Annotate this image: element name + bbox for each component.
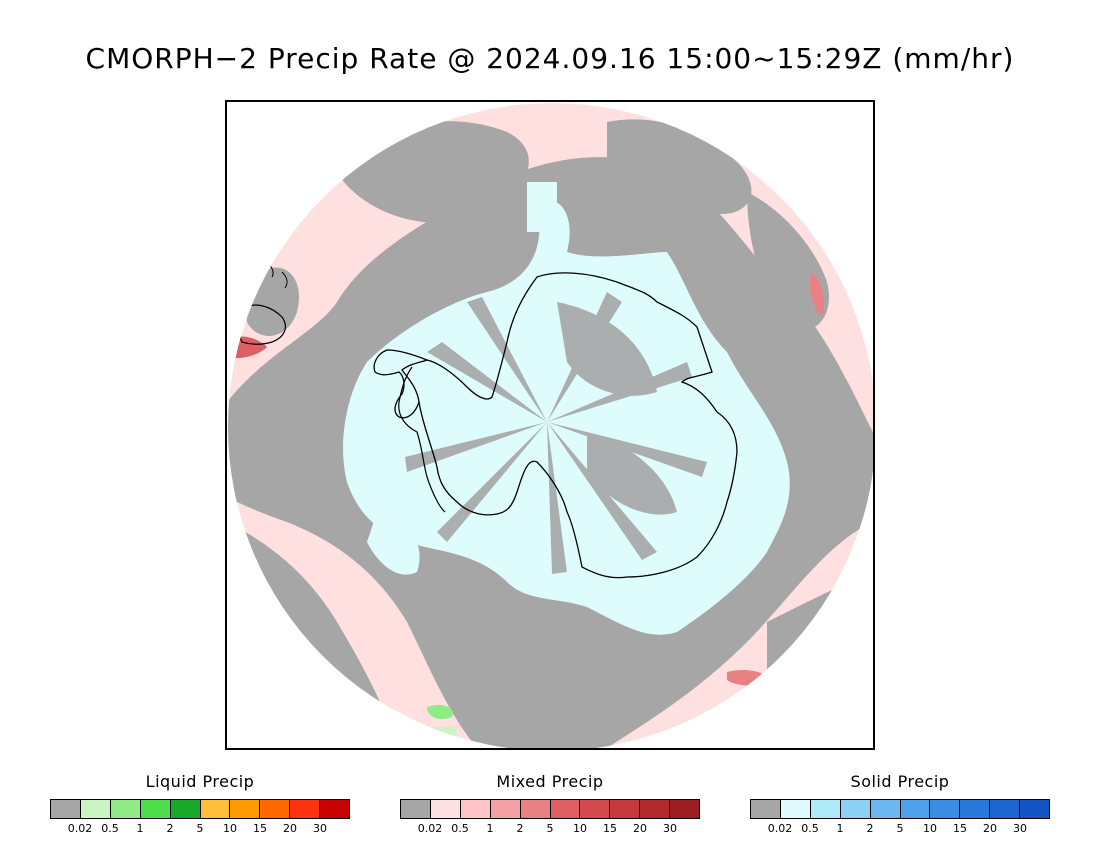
legend-tick-label: 2 xyxy=(166,822,174,835)
legend-ticks: 0.02 0.5 1 2 5 10 15 20 30 xyxy=(400,822,700,836)
legend-swatch xyxy=(320,800,350,818)
legend-swatch xyxy=(670,800,700,818)
legend-swatch xyxy=(80,800,111,818)
legend-swatch xyxy=(290,800,321,818)
map-title: CMORPH−2 Precip Rate @ 2024.09.16 15:00~… xyxy=(85,42,1015,75)
legend-tick-label: 10 xyxy=(923,822,937,835)
legend-swatch xyxy=(170,800,201,818)
legend-swatch xyxy=(490,800,521,818)
legend-swatch xyxy=(780,800,811,818)
legend-color-bar xyxy=(50,799,350,819)
legend-title: Solid Precip xyxy=(850,772,950,791)
legend-tick-label: 15 xyxy=(953,822,967,835)
legend-tick-label: 30 xyxy=(1013,822,1027,835)
legend-swatch xyxy=(550,800,581,818)
legend-color-bar xyxy=(400,799,700,819)
legend-tick-label: 10 xyxy=(573,822,587,835)
legend-swatch xyxy=(810,800,841,818)
legend-swatch xyxy=(1020,800,1050,818)
legend-swatch xyxy=(960,800,991,818)
legend-tick-label: 2 xyxy=(866,822,874,835)
legend-swatch xyxy=(610,800,641,818)
legend-tick-label: 30 xyxy=(313,822,327,835)
legend-tick-label: 5 xyxy=(196,822,204,835)
peninsula-tip-coastline xyxy=(398,366,446,513)
legend-swatch xyxy=(110,800,141,818)
legend-swatch xyxy=(580,800,611,818)
legend-swatch xyxy=(870,800,901,818)
legend-color-bar xyxy=(750,799,1050,819)
legend-tick-label: 5 xyxy=(546,822,554,835)
legend-tick-label: 2 xyxy=(516,822,524,835)
legend-title: Liquid Precip xyxy=(145,772,255,791)
legend-tick-label: 1 xyxy=(486,822,494,835)
legend-solid-precip: Solid Precip 0.02 0.5 1 2 5 10 15 20 30 xyxy=(750,772,1050,836)
legend-swatch xyxy=(640,800,671,818)
legend-swatch xyxy=(260,800,291,818)
legend-tick-label: 5 xyxy=(896,822,904,835)
legend-swatch xyxy=(140,800,171,818)
legend-tick-label: 20 xyxy=(983,822,997,835)
legend-swatch xyxy=(840,800,871,818)
legend-title: Mixed Precip xyxy=(496,772,604,791)
legend-swatch xyxy=(430,800,461,818)
legend-swatch xyxy=(900,800,931,818)
legend-swatch xyxy=(751,800,781,818)
legend-swatch xyxy=(230,800,261,818)
legend-ticks: 0.02 0.5 1 2 5 10 15 20 30 xyxy=(50,822,350,836)
legend-tick-label: 20 xyxy=(283,822,297,835)
legend-tick-label: 0.5 xyxy=(801,822,819,835)
legend-tick-label: 0.02 xyxy=(67,822,93,835)
legend-tick-label: 1 xyxy=(836,822,844,835)
legend-swatch xyxy=(990,800,1021,818)
interior-streaks xyxy=(405,292,707,574)
legend-swatch xyxy=(930,800,961,818)
south-polar-precip-map xyxy=(228,103,873,748)
legend-tick-label: 0.02 xyxy=(417,822,443,835)
legend-tick-label: 30 xyxy=(663,822,677,835)
legend-swatch xyxy=(200,800,231,818)
polar-map-frame xyxy=(225,100,875,750)
legend-tick-label: 15 xyxy=(253,822,267,835)
legend-swatch xyxy=(51,800,81,818)
legend-tick-label: 0.5 xyxy=(451,822,469,835)
legend-swatch xyxy=(520,800,551,818)
legend-ticks: 0.02 0.5 1 2 5 10 15 20 30 xyxy=(750,822,1050,836)
legend-liquid-precip: Liquid Precip 0.02 0.5 1 2 5 10 15 20 30 xyxy=(50,772,350,836)
legend-tick-label: 0.02 xyxy=(767,822,793,835)
legend-tick-label: 20 xyxy=(633,822,647,835)
legend-tick-label: 10 xyxy=(223,822,237,835)
legend-tick-label: 15 xyxy=(603,822,617,835)
legend-swatch xyxy=(401,800,431,818)
legend-mixed-precip: Mixed Precip 0.02 0.5 1 2 5 10 15 20 30 xyxy=(400,772,700,836)
legend-swatch xyxy=(460,800,491,818)
legend-tick-label: 1 xyxy=(136,822,144,835)
legend-tick-label: 0.5 xyxy=(101,822,119,835)
antarctic-peninsula-coastline xyxy=(373,349,428,419)
